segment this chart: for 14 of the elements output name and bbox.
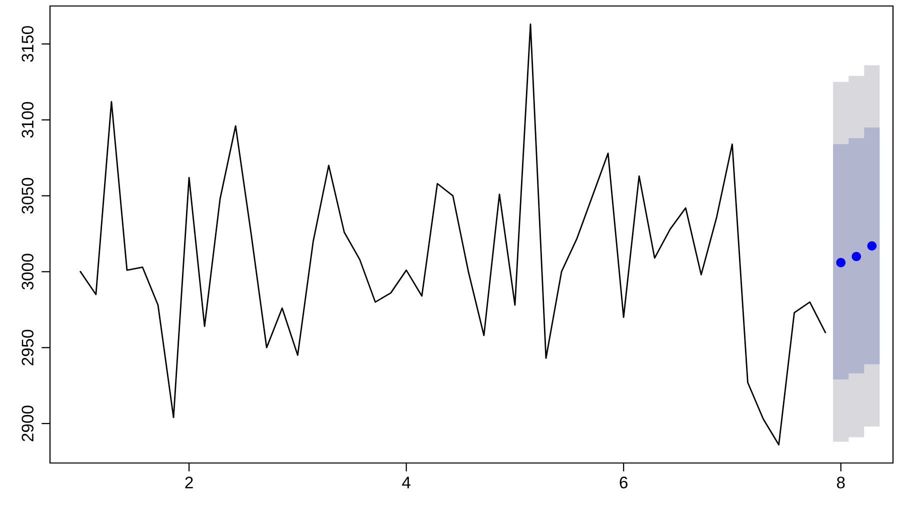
y-tick-label: 3100 <box>22 102 34 138</box>
x-tick-label: 2 <box>185 476 193 488</box>
y-tick-label: 2950 <box>22 330 34 366</box>
y-tick-label: 3000 <box>22 254 34 290</box>
x-tick-label: 4 <box>402 476 410 488</box>
y-tick-label: 2900 <box>22 406 34 442</box>
y-tick-label: 3050 <box>22 178 34 214</box>
point <box>852 252 862 262</box>
point <box>836 258 846 268</box>
line-series <box>80 24 826 446</box>
x-tick-label: 6 <box>620 476 628 488</box>
x-tick-label: 8 <box>836 476 845 488</box>
point <box>867 241 877 251</box>
y-tick-label: 3150 <box>22 26 34 62</box>
